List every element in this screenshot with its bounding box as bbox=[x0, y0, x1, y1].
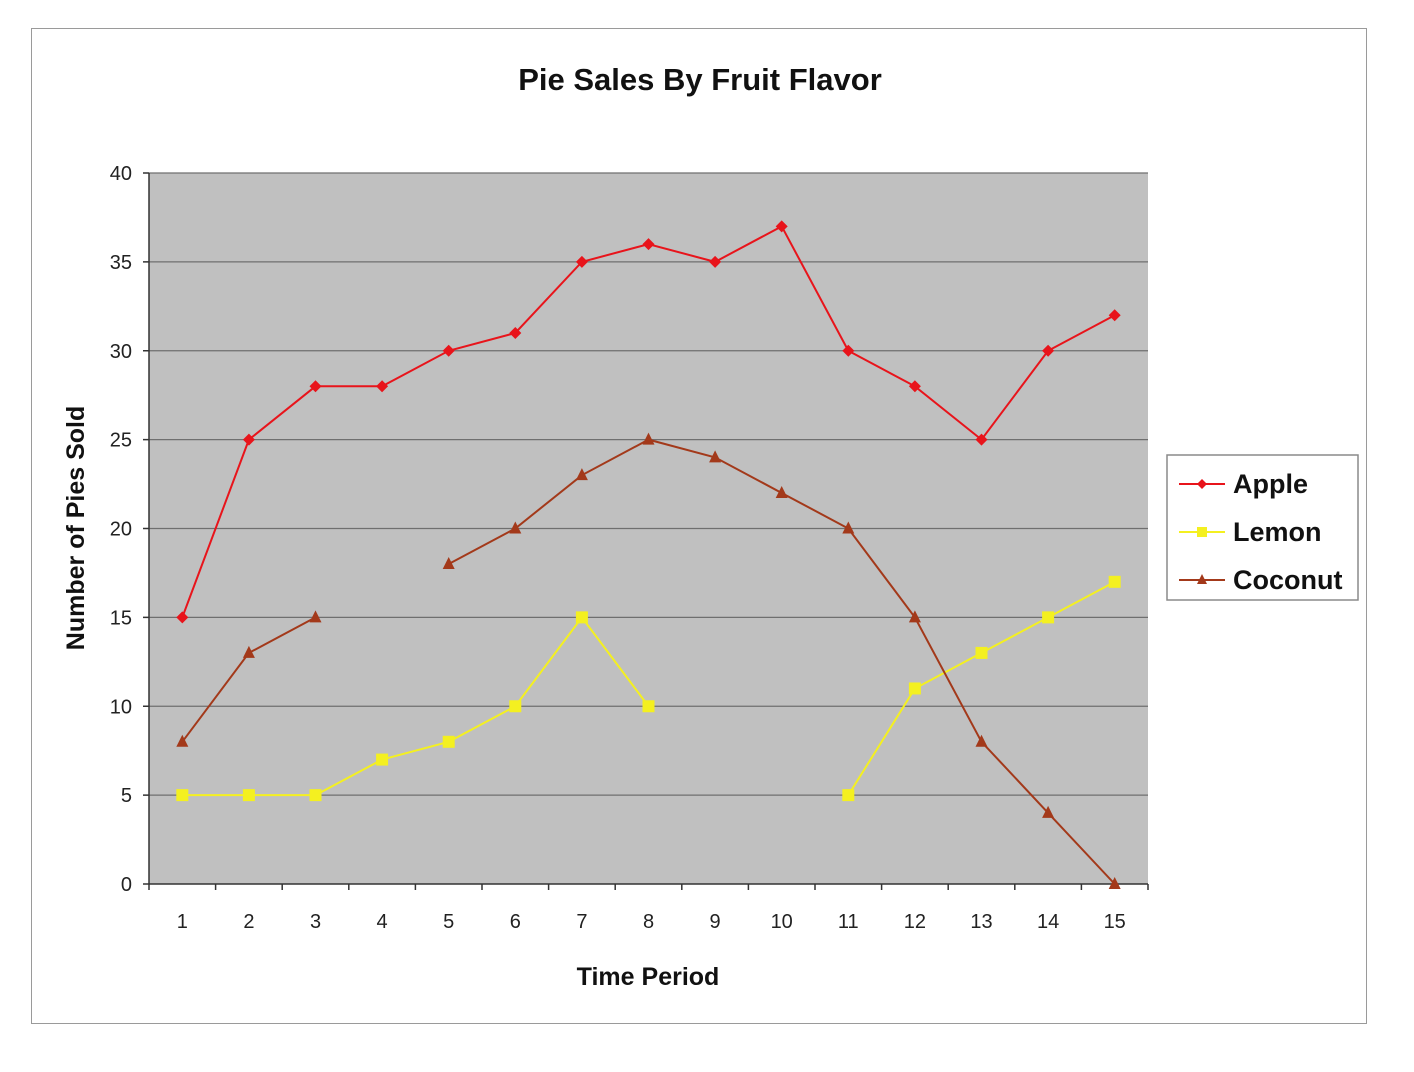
legend-label: Coconut bbox=[1233, 565, 1342, 595]
triangle-marker bbox=[642, 432, 655, 445]
x-tick-label: 3 bbox=[310, 911, 321, 933]
square-marker bbox=[309, 789, 322, 802]
diamond-marker bbox=[442, 344, 455, 357]
diamond-marker bbox=[842, 344, 855, 357]
x-axis-title: Time Period bbox=[577, 963, 720, 991]
x-tick-label: 8 bbox=[643, 911, 654, 933]
diamond-marker bbox=[309, 380, 322, 393]
y-tick-label: 15 bbox=[110, 607, 132, 629]
x-tick-label: 11 bbox=[838, 911, 859, 933]
legend-label: Apple bbox=[1233, 469, 1308, 499]
square-marker bbox=[1108, 575, 1121, 588]
series-layer bbox=[176, 220, 1121, 889]
legend-item-apple: Apple bbox=[1179, 469, 1308, 499]
x-tick-label: 5 bbox=[443, 911, 454, 933]
diamond-marker bbox=[775, 220, 788, 233]
legend-item-coconut: Coconut bbox=[1179, 565, 1342, 595]
triangle-marker bbox=[509, 521, 522, 534]
y-tick-label: 40 bbox=[110, 163, 132, 185]
triangle-marker bbox=[309, 610, 322, 623]
diamond-marker bbox=[242, 433, 255, 446]
x-tick-label: 2 bbox=[243, 911, 254, 933]
diamond-marker bbox=[709, 255, 722, 268]
triangle-marker bbox=[1108, 877, 1121, 889]
triangle-marker bbox=[842, 521, 855, 534]
square-marker bbox=[442, 735, 455, 748]
diamond-marker bbox=[509, 326, 522, 339]
square-marker bbox=[509, 700, 522, 713]
square-marker bbox=[975, 646, 988, 659]
legend: Apple Lemon Coconut bbox=[1166, 454, 1359, 601]
x-tick-label: 7 bbox=[576, 911, 587, 933]
diamond-marker bbox=[1197, 479, 1207, 489]
y-tick-label: 20 bbox=[110, 519, 132, 541]
y-tick-label: 25 bbox=[110, 430, 132, 452]
square-marker bbox=[176, 789, 189, 802]
x-tick-label: 13 bbox=[970, 911, 992, 933]
triangle-marker bbox=[176, 734, 189, 747]
series-apple bbox=[176, 220, 1121, 624]
x-tick-label: 1 bbox=[177, 911, 188, 933]
square-marker bbox=[575, 611, 588, 624]
y-tick-label: 10 bbox=[110, 696, 132, 718]
triangle-marker bbox=[709, 450, 722, 463]
square-marker bbox=[1197, 527, 1207, 537]
y-axis-ticks: 0 5 10 15 20 25 30 35 40 bbox=[110, 163, 149, 896]
diamond-marker bbox=[376, 380, 389, 393]
diamond-marker bbox=[176, 611, 189, 624]
chart-title: Pie Sales By Fruit Flavor bbox=[518, 62, 882, 97]
x-tick-label: 6 bbox=[510, 911, 521, 933]
square-marker bbox=[1042, 611, 1055, 624]
y-tick-label: 5 bbox=[121, 785, 132, 807]
diamond-marker bbox=[575, 255, 588, 268]
x-tick-label: 15 bbox=[1104, 911, 1126, 933]
x-tick-label: 14 bbox=[1037, 911, 1059, 933]
triangle-marker bbox=[908, 610, 921, 623]
x-axis-ticks: 1 2 3 4 5 6 7 8 9 10 11 12 13 14 15 bbox=[148, 884, 1149, 933]
triangle-marker bbox=[442, 557, 455, 570]
diamond-marker bbox=[1042, 344, 1055, 357]
diamond-marker bbox=[908, 380, 921, 393]
gridlines bbox=[149, 172, 1148, 796]
series-coconut bbox=[176, 432, 1121, 889]
y-tick-label: 0 bbox=[121, 874, 132, 896]
legend-label: Lemon bbox=[1233, 517, 1322, 547]
legend-item-lemon: Lemon bbox=[1179, 517, 1322, 547]
triangle-marker bbox=[242, 645, 255, 658]
square-marker bbox=[376, 753, 389, 766]
square-marker bbox=[908, 682, 921, 695]
x-tick-label: 9 bbox=[710, 911, 721, 933]
x-tick-label: 12 bbox=[904, 911, 926, 933]
square-marker bbox=[242, 789, 255, 802]
x-tick-label: 10 bbox=[771, 911, 793, 933]
triangle-marker bbox=[575, 468, 588, 481]
series-line-segment bbox=[182, 615, 650, 797]
y-axis-title: Number of Pies Sold bbox=[62, 406, 90, 650]
diamond-marker bbox=[1108, 309, 1121, 322]
triangle-marker bbox=[975, 734, 988, 747]
square-marker bbox=[642, 700, 655, 713]
triangle-marker bbox=[775, 485, 788, 498]
triangle-marker bbox=[1197, 574, 1207, 584]
diamond-marker bbox=[642, 238, 655, 251]
series-lemon bbox=[176, 575, 1121, 802]
y-tick-label: 35 bbox=[110, 252, 132, 274]
x-tick-label: 4 bbox=[377, 911, 388, 933]
diamond-marker bbox=[975, 433, 988, 446]
square-marker bbox=[842, 789, 855, 802]
y-tick-label: 30 bbox=[110, 341, 132, 363]
triangle-marker bbox=[1042, 805, 1055, 818]
